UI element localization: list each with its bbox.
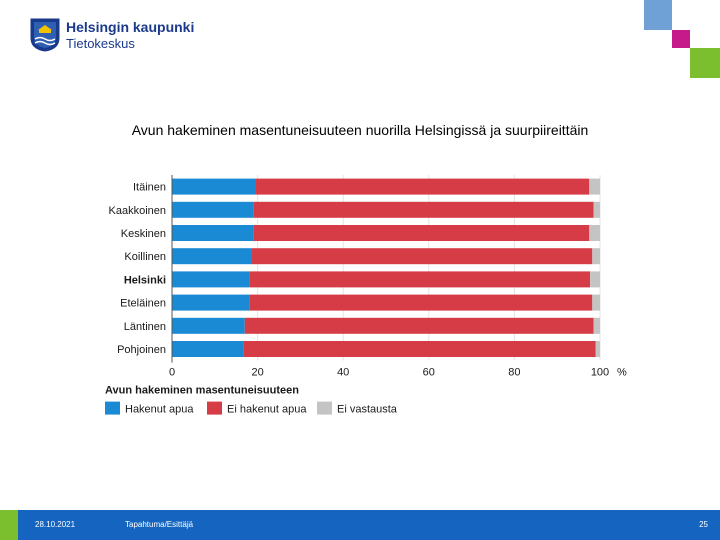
bar-kaakkoinen-ei-vastausta <box>593 201 600 218</box>
decor-square-magenta <box>672 30 690 48</box>
footer-bar: 28.10.2021 Tapahtuma/Esittäjä 25 <box>0 510 720 540</box>
category-label: Kaakkoinen <box>109 205 167 217</box>
bar-helsinki-ei-hakenut-apua <box>249 271 591 288</box>
org-unit: Tietokeskus <box>66 36 135 51</box>
bar-kaakkoinen-hakenut-apua <box>172 201 254 218</box>
bar-lantinen-ei-hakenut-apua <box>244 317 594 334</box>
bar-etelainen-hakenut-apua <box>172 294 250 311</box>
footer-event: Tapahtuma/Esittäjä <box>125 520 194 529</box>
category-label: Läntinen <box>124 321 166 333</box>
page-number: 25 <box>699 520 708 529</box>
helsinki-logo: Helsingin kaupunki Tietokeskus <box>30 18 200 54</box>
category-label: Koillinen <box>124 251 166 263</box>
x-unit-label: % <box>617 367 627 379</box>
category-label: Keskinen <box>121 228 166 240</box>
bar-etelainen-ei-vastausta <box>592 294 600 311</box>
bar-koillinen-ei-vastausta <box>592 248 600 265</box>
decor-square-blue <box>644 0 672 30</box>
x-tick-label: 80 <box>508 367 520 379</box>
bar-kaakkoinen-ei-hakenut-apua <box>253 201 594 218</box>
bar-koillinen-hakenut-apua <box>172 248 253 265</box>
org-name: Helsingin kaupunki <box>66 19 195 35</box>
bar-keskinen-hakenut-apua <box>172 225 254 241</box>
legend-swatch-ei-vastausta <box>317 401 332 415</box>
bar-itainen-ei-hakenut-apua <box>255 178 590 195</box>
legend-swatch-hakenut-apua <box>105 401 120 415</box>
x-tick-label: 0 <box>169 367 175 379</box>
x-tick-label: 60 <box>423 367 435 379</box>
bar-pohjoinen-hakenut-apua <box>172 341 244 357</box>
slide-title: Avun hakeminen masentuneisuuteen nuorill… <box>131 122 589 138</box>
bar-lantinen-ei-vastausta <box>593 317 600 334</box>
decor-square-green <box>690 48 720 78</box>
bar-itainen-hakenut-apua <box>172 178 256 195</box>
legend-label-ei-vastausta: Ei vastausta <box>337 404 398 416</box>
category-label: Itäinen <box>133 182 166 194</box>
legend-swatch-ei-hakenut-apua <box>207 401 222 415</box>
bar-lantinen-hakenut-apua <box>172 317 245 334</box>
category-label: Helsinki <box>124 274 166 286</box>
category-label: Eteläinen <box>120 298 166 310</box>
crest-icon <box>30 18 60 52</box>
x-tick-label: 40 <box>337 367 349 379</box>
bar-helsinki-ei-vastausta <box>590 271 600 288</box>
bar-pohjoinen-ei-hakenut-apua <box>243 341 596 357</box>
bar-helsinki-hakenut-apua <box>172 271 250 288</box>
legend-title: Avun hakeminen masentuneisuuteen <box>105 385 299 397</box>
legend-label-hakenut-apua: Hakenut apua <box>125 404 194 416</box>
category-label: Pohjoinen <box>117 344 166 356</box>
bar-etelainen-ei-hakenut-apua <box>249 294 593 311</box>
footer-date: 28.10.2021 <box>35 520 76 529</box>
bar-keskinen-ei-hakenut-apua <box>253 225 590 241</box>
footer-accent <box>0 510 18 540</box>
bar-pohjoinen-ei-vastausta <box>595 341 600 357</box>
bar-keskinen-ei-vastausta <box>589 225 600 241</box>
x-tick-label: 20 <box>251 367 263 379</box>
x-tick-label: 100 <box>591 367 609 379</box>
bar-koillinen-ei-hakenut-apua <box>252 248 593 265</box>
legend-label-ei-hakenut-apua: Ei hakenut apua <box>227 404 307 416</box>
bar-itainen-ei-vastausta <box>589 178 600 195</box>
